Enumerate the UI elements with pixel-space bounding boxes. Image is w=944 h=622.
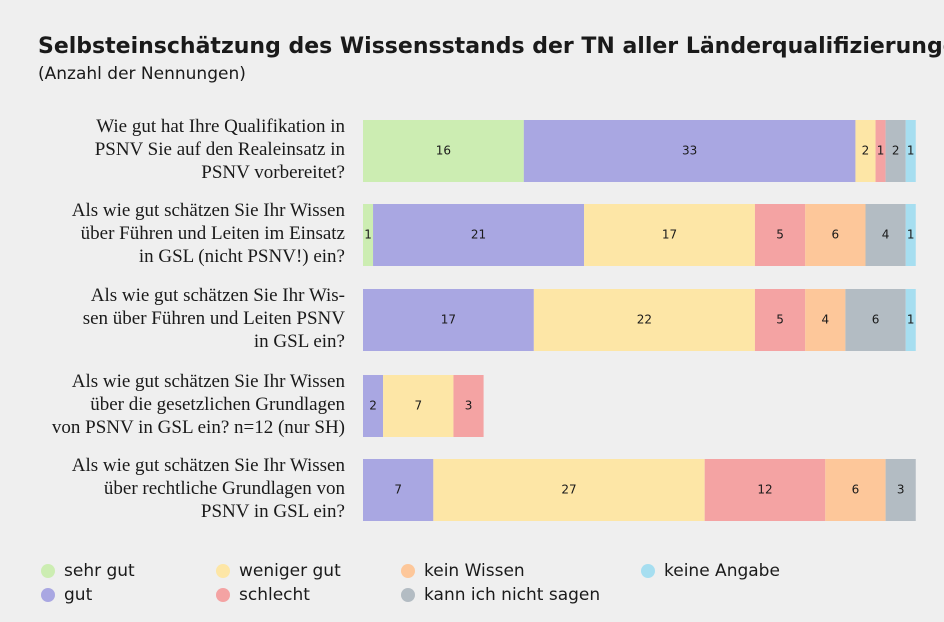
bar-segment <box>905 120 916 182</box>
value-label: 1 <box>907 228 915 242</box>
value-label: 2 <box>369 399 377 413</box>
legend-label: schlecht <box>239 585 310 605</box>
legend-label: weniger gut <box>239 561 341 581</box>
value-label: 1 <box>364 228 372 242</box>
bar-segment <box>754 204 806 266</box>
bar-segment <box>453 375 484 437</box>
bar-segment <box>885 459 916 521</box>
legend-label: sehr gut <box>64 561 135 581</box>
bar-segment <box>704 459 826 521</box>
value-label: 4 <box>882 228 890 242</box>
bar-segment <box>533 289 755 351</box>
legend-label: kein Wissen <box>424 561 525 581</box>
value-label: 2 <box>862 144 870 158</box>
value-label: 7 <box>414 399 422 413</box>
bar-segment <box>905 289 916 351</box>
value-label: 2 <box>892 144 900 158</box>
bar-segment <box>905 204 916 266</box>
value-label: 16 <box>436 144 451 158</box>
bar-segment <box>363 459 434 521</box>
value-label: 12 <box>757 483 772 497</box>
value-label: 27 <box>561 483 576 497</box>
category-label: Als wie gut schätzen Sie Ihr Wissen über … <box>72 455 346 522</box>
value-label: 1 <box>907 313 915 327</box>
category-label: Als wie gut schätzen Sie Ihr Wissen über … <box>72 200 346 267</box>
bar-segment <box>433 459 705 521</box>
value-label: 6 <box>832 228 840 242</box>
legend-swatch <box>216 564 230 578</box>
bar-segment <box>805 289 846 351</box>
bar-segment <box>825 459 886 521</box>
value-label: 17 <box>441 313 456 327</box>
bar-segment <box>363 375 384 437</box>
bar-segment <box>754 289 806 351</box>
legend-swatch <box>641 564 655 578</box>
bar-segment <box>363 204 374 266</box>
bar-segment <box>875 120 886 182</box>
value-label: 3 <box>897 483 905 497</box>
bar-segment <box>805 204 866 266</box>
value-label: 5 <box>776 313 784 327</box>
bar-segment <box>363 289 534 351</box>
legend-swatch <box>216 588 230 602</box>
legend-label: gut <box>64 585 93 605</box>
bar-segment <box>845 289 906 351</box>
value-label: 33 <box>682 144 697 158</box>
bar-segment <box>523 120 856 182</box>
bar-segment <box>383 375 454 437</box>
legend-label: keine Angabe <box>664 561 780 581</box>
category-label: Als wie gut schätzen Sie Ihr Wis-sen übe… <box>83 285 346 352</box>
chart-subtitle: (Anzahl der Nennungen) <box>38 64 246 84</box>
bar-segment <box>373 204 585 266</box>
value-label: 7 <box>394 483 402 497</box>
chart-title: Selbsteinschätzung des Wissensstands der… <box>38 34 944 59</box>
value-label: 5 <box>776 228 784 242</box>
legend-swatch <box>401 564 415 578</box>
value-label: 22 <box>637 313 652 327</box>
bar-segment <box>584 204 755 266</box>
bar-segment <box>885 120 906 182</box>
bar-segment <box>363 120 524 182</box>
value-label: 17 <box>662 228 677 242</box>
legend-swatch <box>401 588 415 602</box>
value-label: 6 <box>852 483 860 497</box>
legend-swatch <box>41 588 55 602</box>
bar-segment <box>855 120 876 182</box>
value-label: 6 <box>872 313 880 327</box>
value-label: 1 <box>907 144 915 158</box>
value-label: 1 <box>877 144 885 158</box>
category-label: Wie gut hat Ihre Qualifikation in PSNV Si… <box>95 116 346 183</box>
legend-label: kann ich nicht sagen <box>424 585 600 605</box>
category-label: Als wie gut schätzen Sie Ihr Wissen über … <box>52 371 346 438</box>
value-label: 21 <box>471 228 486 242</box>
bar-segment <box>865 204 906 266</box>
value-label: 4 <box>821 313 829 327</box>
legend-swatch <box>41 564 55 578</box>
value-label: 3 <box>465 399 473 413</box>
